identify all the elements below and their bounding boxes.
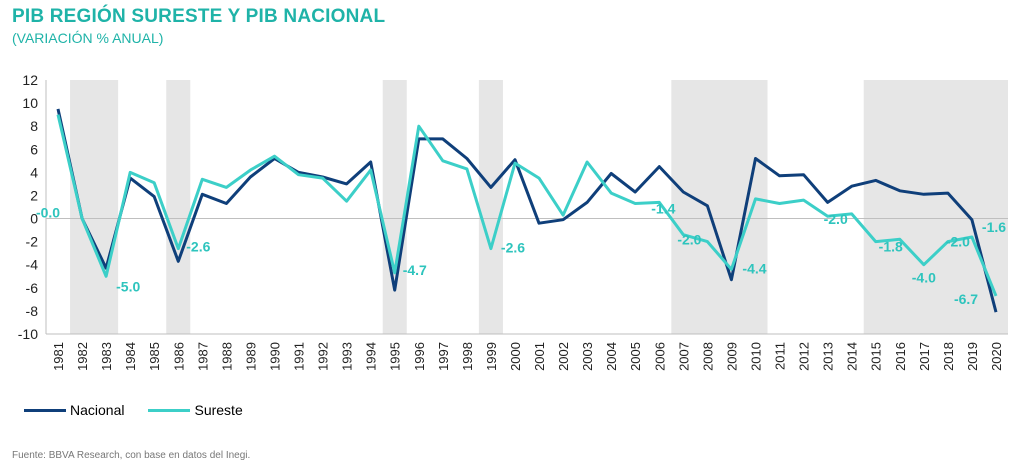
x-tick-label: 2004 <box>604 342 619 371</box>
x-tick-label: 2017 <box>917 342 932 371</box>
y-tick-label: -8 <box>26 303 39 319</box>
legend-item-sureste: Sureste <box>148 402 243 418</box>
x-tick-label: 2011 <box>773 342 788 370</box>
x-tick-label: 2016 <box>893 342 908 371</box>
x-tick-label: 1989 <box>243 342 258 371</box>
chart-legend: Nacional Sureste <box>24 402 267 418</box>
x-tick-label: 2015 <box>869 342 884 371</box>
data-label: -2.0 <box>946 234 970 250</box>
data-label: -0.0 <box>36 205 60 221</box>
x-tick-label: 2008 <box>700 342 715 371</box>
legend-label-nacional: Nacional <box>70 402 125 418</box>
x-tick-label: 2007 <box>676 342 691 371</box>
data-label: -6.7 <box>954 291 978 307</box>
legend-swatch-sureste <box>148 408 191 412</box>
x-tick-label: 1999 <box>484 342 499 371</box>
x-tick-label: 1995 <box>388 342 403 371</box>
x-tick-label: 2012 <box>797 342 812 371</box>
recession-band <box>166 80 191 334</box>
x-tick-label: 1982 <box>75 342 90 371</box>
x-tick-label: 2014 <box>845 342 860 371</box>
y-tick-label: -4 <box>26 257 39 273</box>
data-label: -2.0 <box>677 232 701 248</box>
y-tick-label: -6 <box>26 280 39 296</box>
y-tick-label: 10 <box>22 95 38 111</box>
y-tick-label: 6 <box>30 141 38 157</box>
x-tick-label: 2020 <box>989 342 1004 371</box>
x-tick-label: 1987 <box>195 342 210 371</box>
y-tick-label: 12 <box>22 72 38 88</box>
x-tick-label: 1996 <box>412 342 427 371</box>
x-tick-label: 1988 <box>219 342 234 371</box>
legend-label-sureste: Sureste <box>194 402 243 418</box>
data-label: -1.6 <box>982 219 1006 235</box>
y-tick-label: 2 <box>30 187 38 203</box>
data-label: -2.6 <box>501 240 525 256</box>
data-label: -1.8 <box>879 239 903 255</box>
data-label: -4.0 <box>912 270 936 286</box>
recession-band <box>382 80 407 334</box>
line-chart: 12 10 8 6 4 2 0 -2 -4 -6 -8 -10 1981 1982 1983 1984 1985… <box>18 72 1008 371</box>
recession-band <box>70 80 119 334</box>
x-tick-label: 2009 <box>724 342 739 371</box>
data-label: -2.6 <box>186 239 210 255</box>
data-label: -1.4 <box>651 201 675 217</box>
legend-swatch-nacional <box>24 408 66 412</box>
x-tick-label: 1984 <box>123 342 138 371</box>
series-line-nacional <box>56 108 998 313</box>
data-label: -2.0 <box>824 211 848 227</box>
x-tick-label: 2003 <box>580 342 595 371</box>
x-tick-label: 2005 <box>628 342 643 371</box>
x-tick-label: 1991 <box>292 342 307 371</box>
y-tick-label: -2 <box>26 234 39 250</box>
x-tick-label: 1983 <box>99 342 114 371</box>
y-tick-label: 8 <box>30 118 38 134</box>
x-tick-label: 1997 <box>436 342 451 371</box>
x-tick-label: 1986 <box>171 342 186 371</box>
chart-title: PIB REGIÓN SURESTE Y PIB NACIONAL <box>12 6 386 27</box>
x-tick-label: 2000 <box>508 342 523 371</box>
x-tick-label: 2002 <box>556 342 571 371</box>
data-label: -4.4 <box>742 260 766 276</box>
x-tick-label: 2010 <box>748 342 763 371</box>
x-tick-label: 1994 <box>364 342 379 371</box>
x-tick-label: 1998 <box>460 342 475 371</box>
data-label: -4.7 <box>403 262 427 278</box>
x-tick-label: 2019 <box>965 342 980 371</box>
y-tick-label: 4 <box>30 164 38 180</box>
y-tick-label: 0 <box>30 211 38 227</box>
source-note: Fuente: BBVA Research, con base en datos… <box>12 450 251 461</box>
series-line-sureste <box>56 114 998 297</box>
legend-item-nacional: Nacional <box>24 402 124 418</box>
x-tick-label: 1992 <box>316 342 331 371</box>
x-tick-label: 2006 <box>652 342 667 371</box>
recession-band <box>478 80 503 334</box>
x-tick-label: 1990 <box>267 342 282 371</box>
recession-band <box>863 80 1008 334</box>
y-tick-label: -10 <box>18 326 38 342</box>
data-label: -5.0 <box>116 278 140 294</box>
chart-subtitle: (VARIACIÓN % ANUAL) <box>12 30 164 46</box>
x-tick-label: 1981 <box>51 342 66 371</box>
x-tick-label: 2001 <box>532 342 547 371</box>
x-tick-label: 1985 <box>147 342 162 371</box>
x-tick-label: 2018 <box>941 342 956 371</box>
x-tick-label: 2013 <box>821 342 836 371</box>
x-tick-label: 1993 <box>340 342 355 371</box>
